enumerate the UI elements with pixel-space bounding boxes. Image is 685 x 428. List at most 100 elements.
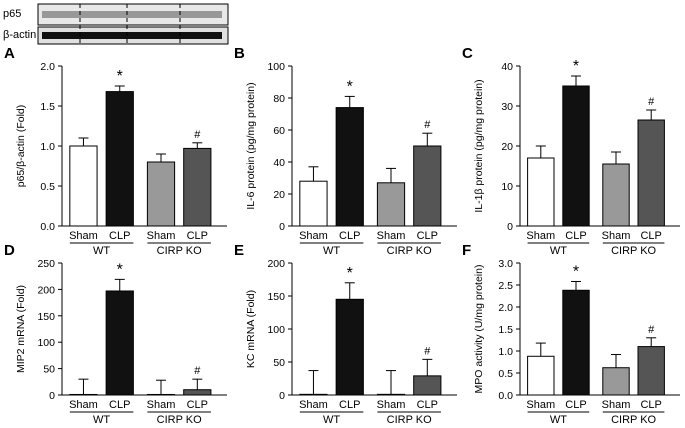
panel: F 0.0 0.5 1.0 1.5 2.0 2.5 3.0 MPO activity (U/mg… <box>462 242 680 426</box>
y-tick-label: 10 <box>501 181 513 193</box>
y-tick-label: 100 <box>267 61 285 73</box>
significance-marker: # <box>194 129 201 141</box>
panel: A 0.0 0.5 1.0 1.5 2.0 p65/β-actin (Fold) Sham CL… <box>4 45 227 257</box>
panel: E 0 50 100 150 200 KC mRNA (Fold) Sham CLP * Sham C… <box>234 242 457 426</box>
y-axis-label: KC mRNA (Fold) <box>245 290 257 368</box>
y-tick-label: 100 <box>267 324 285 336</box>
group-label: CIRP KO <box>387 414 432 423</box>
x-tick-label: Sham <box>602 230 631 242</box>
y-tick-label: 1.5 <box>40 101 55 113</box>
bar <box>183 147 212 227</box>
panel: B 0 20 40 60 80 100 IL-6 protein (pg/mg protein… <box>234 45 457 257</box>
panel-letter: D <box>4 242 15 259</box>
x-tick-label: Sham <box>377 230 406 242</box>
y-tick-label: 200 <box>267 258 285 270</box>
y-tick-label: 20 <box>501 141 513 153</box>
significance-marker: * <box>573 58 579 75</box>
y-axis-label: IL-1β protein (pg/mg protein) <box>473 79 485 212</box>
group-label: CIRP KO <box>387 245 432 257</box>
x-tick-label: CLP <box>417 230 438 242</box>
y-tick-label: 0.0 <box>498 390 513 402</box>
y-tick-label: 40 <box>501 61 513 73</box>
y-tick-label: 150 <box>267 291 285 303</box>
group-label: WT <box>550 245 567 257</box>
y-tick-label: 20 <box>273 189 285 201</box>
significance-marker: * <box>117 68 123 85</box>
blot-label: p65 <box>3 8 21 20</box>
x-tick-label: Sham <box>147 399 176 411</box>
y-tick-label: 1.0 <box>40 141 55 153</box>
x-tick-label: Sham <box>147 230 176 242</box>
y-tick-label: 0.5 <box>40 181 55 193</box>
bar <box>299 180 328 227</box>
bar <box>105 290 134 396</box>
x-tick-label: CLP <box>565 230 586 242</box>
bar <box>527 355 555 396</box>
bar <box>527 157 555 227</box>
y-tick-label: 1.0 <box>498 346 513 358</box>
significance-marker: # <box>648 324 655 336</box>
y-tick-label: 0 <box>507 221 513 233</box>
y-tick-label: 50 <box>43 364 55 376</box>
panel-letter: C <box>462 45 473 62</box>
panel-letter: A <box>4 45 15 62</box>
x-tick-label: CLP <box>109 399 130 411</box>
x-tick-label: Sham <box>69 230 98 242</box>
x-tick-label: CLP <box>640 230 661 242</box>
y-tick-label: 3.0 <box>498 258 513 270</box>
bar <box>335 298 364 396</box>
panel: D 0 50 100 150 200 250 MIP2 mRNA (Fold) Sham CLP *… <box>4 242 227 426</box>
significance-marker: * <box>347 265 353 282</box>
x-tick-label: CLP <box>565 399 586 411</box>
significance-marker: # <box>424 119 431 131</box>
x-tick-label: Sham <box>299 399 328 411</box>
significance-marker: * <box>573 263 579 280</box>
group-label: CIRP KO <box>157 414 202 423</box>
bar <box>413 145 442 227</box>
group-label: WT <box>93 414 110 423</box>
x-tick-label: Sham <box>526 399 555 411</box>
group-label: WT <box>550 414 567 423</box>
y-tick-label: 200 <box>37 284 55 296</box>
panel-letter: E <box>234 242 244 259</box>
bar <box>146 161 176 227</box>
y-tick-label: 40 <box>273 157 285 169</box>
y-tick-label: 100 <box>37 337 55 349</box>
blot-label: β-actin <box>3 29 36 41</box>
y-tick-label: 2.0 <box>40 61 55 73</box>
y-tick-label: 150 <box>37 311 55 323</box>
significance-marker: # <box>194 365 201 377</box>
bar <box>105 91 134 227</box>
bar <box>376 393 406 396</box>
group-label: CIRP KO <box>157 245 202 257</box>
western-blot: p65 β-actin <box>3 3 229 45</box>
x-tick-label: CLP <box>109 230 130 242</box>
significance-marker: # <box>648 96 655 108</box>
panel-letter: B <box>234 45 245 62</box>
x-tick-label: CLP <box>640 399 661 411</box>
bar <box>637 119 665 227</box>
y-tick-label: 60 <box>273 125 285 137</box>
y-tick-label: 250 <box>37 258 55 270</box>
group-label: CIRP KO <box>611 245 656 257</box>
bar <box>602 367 630 396</box>
y-axis-label: IL-6 protein (pg/mg protein) <box>245 82 257 209</box>
x-tick-label: Sham <box>602 399 631 411</box>
y-tick-label: 0 <box>279 390 285 402</box>
bar <box>562 85 590 227</box>
bar <box>146 393 176 396</box>
x-tick-label: CLP <box>417 399 438 411</box>
group-label: CIRP KO <box>611 414 656 423</box>
x-tick-label: CLP <box>187 230 208 242</box>
significance-marker: * <box>117 261 123 278</box>
y-tick-label: 0 <box>279 221 285 233</box>
bar <box>376 182 406 227</box>
x-tick-label: CLP <box>187 399 208 411</box>
y-tick-label: 0.0 <box>40 221 55 233</box>
x-tick-label: CLP <box>339 230 360 242</box>
y-tick-label: 2.5 <box>498 280 513 292</box>
group-label: WT <box>93 245 110 257</box>
panel: C 0 10 20 30 40 IL-1β protein (pg/mg protein) S… <box>462 45 680 257</box>
significance-marker: # <box>424 345 431 357</box>
